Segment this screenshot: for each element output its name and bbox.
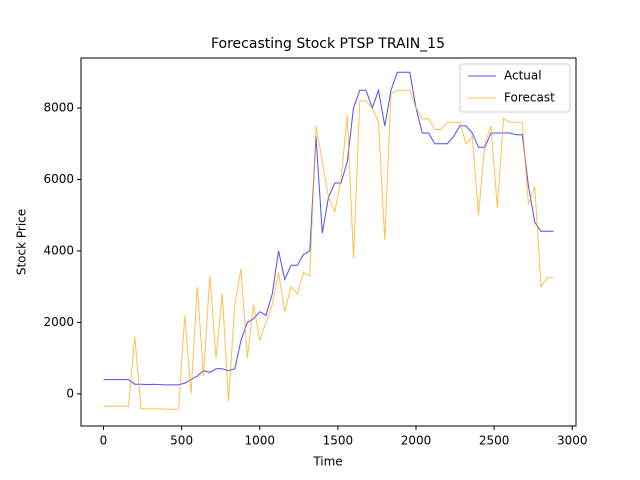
series-line: [103, 71, 554, 386]
y-tick-label: 2000: [43, 315, 74, 329]
x-axis-label: Time: [312, 455, 342, 469]
y-tick-label: 0: [66, 386, 74, 400]
x-tick-label: 2000: [401, 434, 432, 448]
y-tick-label: 8000: [43, 101, 74, 115]
y-tick-label: 6000: [43, 172, 74, 186]
x-tick-label: 3000: [557, 434, 588, 448]
y-tick-label: 4000: [43, 243, 74, 257]
x-tick-label: 0: [100, 434, 108, 448]
legend-label: Forecast: [504, 91, 555, 105]
chart-title: Forecasting Stock PTSP TRAIN_15: [211, 36, 445, 52]
y-axis-label: Stock Price: [15, 209, 29, 275]
x-tick-label: 500: [170, 434, 193, 448]
series-line: [103, 89, 554, 410]
plot-frame: [80, 57, 577, 427]
legend-label: Actual: [504, 69, 542, 83]
x-tick-label: 1000: [244, 434, 275, 448]
x-tick-label: 1500: [323, 434, 354, 448]
x-tick-label: 2500: [479, 434, 510, 448]
